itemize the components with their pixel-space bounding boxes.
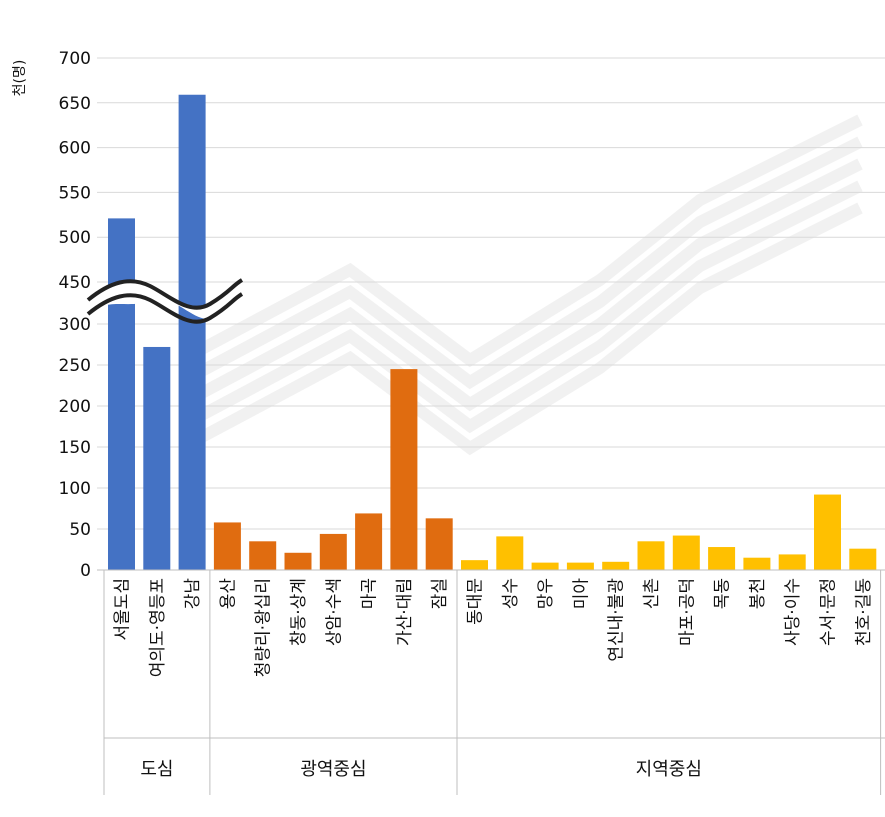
y-axis-label: 천(명) — [12, 60, 28, 97]
y-tick-label: 250 — [59, 356, 91, 376]
y-tick-label: 600 — [59, 139, 91, 159]
y-tick-label: 150 — [59, 438, 91, 458]
bar — [778, 554, 806, 570]
category-label: 성수 — [501, 578, 521, 609]
category-label: 마곡 — [360, 578, 380, 609]
bar — [249, 541, 277, 570]
bar — [672, 535, 700, 570]
category-label: 신촌 — [642, 578, 662, 609]
axis-break-gap — [88, 280, 242, 319]
category-label: 망우 — [536, 578, 556, 609]
bar — [849, 548, 877, 570]
bar — [566, 562, 594, 570]
category-label: 용산 — [218, 578, 238, 610]
y-tick-label: 300 — [59, 315, 91, 335]
category-label: 창동·상계 — [289, 578, 309, 646]
watermark-stripe — [197, 202, 863, 456]
category-label: 여의도·영등포 — [148, 578, 168, 677]
group-label: 도심 — [140, 759, 173, 780]
bar — [213, 522, 241, 570]
category-label: 목동 — [713, 578, 733, 609]
category-label: 미아 — [571, 578, 591, 610]
bar — [178, 94, 206, 571]
group-labels: 도심 광역중심 지역중심 — [140, 759, 702, 780]
category-labels: 서울도심 여의도·영등포 강남 용산 청량리·왕십리 창동·상계 상암·수색 마곡 가산·대림 잠… — [113, 578, 874, 678]
y-tick-label: 500 — [59, 228, 91, 248]
y-tick-label: 550 — [59, 183, 91, 203]
bar — [390, 369, 418, 570]
category-label: 수서·문정 — [819, 578, 839, 646]
category-label: 봉천 — [748, 578, 768, 609]
bar — [743, 557, 771, 570]
watermark-stripe — [197, 136, 863, 390]
bar — [461, 560, 488, 570]
bar — [637, 541, 665, 570]
y-tick-label: 700 — [59, 49, 91, 69]
axis-break-line — [86, 292, 244, 324]
y-axis-ticks: 0 50 100 150 200 250 300 450 500 550 600 650 700 — [59, 49, 91, 581]
bar — [496, 536, 524, 570]
category-label: 연신내·불광 — [607, 578, 627, 662]
bar — [319, 533, 347, 570]
x-axis — [97, 569, 885, 795]
bar — [425, 518, 453, 570]
bar — [708, 547, 736, 570]
bar — [814, 494, 841, 570]
axis-break — [86, 278, 244, 324]
y-tick-label: 450 — [59, 273, 91, 293]
watermark — [197, 114, 863, 456]
category-label: 잠실 — [430, 578, 450, 609]
bar — [143, 346, 171, 570]
y-tick-label: 100 — [59, 479, 91, 499]
axis-break-line — [86, 278, 244, 310]
watermark-stripe — [197, 158, 863, 412]
y-tick-label: 0 — [80, 561, 91, 581]
bar — [108, 218, 135, 570]
bar — [602, 561, 630, 570]
category-label: 사당·이수 — [783, 578, 803, 646]
category-label: 청량리·왕십리 — [254, 578, 274, 677]
bars — [108, 94, 877, 571]
watermark-stripe — [197, 180, 863, 434]
y-tick-label: 200 — [59, 397, 91, 417]
group-label: 지역중심 — [636, 759, 702, 780]
category-label: 동대문 — [466, 578, 486, 625]
y-tick-label: 50 — [69, 520, 91, 540]
group-label: 광역중심 — [300, 759, 366, 780]
category-label: 강남 — [183, 578, 203, 610]
bar — [284, 552, 312, 570]
y-tick-label: 650 — [59, 94, 91, 114]
bar — [355, 513, 383, 570]
category-label: 가산·대림 — [395, 578, 415, 646]
watermark-stripe — [197, 114, 863, 368]
category-label: 마포·공덕 — [677, 578, 697, 646]
category-label: 상암·수색 — [324, 578, 344, 646]
bar — [531, 562, 559, 570]
gridlines — [97, 57, 885, 530]
category-label: 천호·길동 — [854, 578, 874, 646]
category-label: 서울도심 — [113, 578, 133, 641]
